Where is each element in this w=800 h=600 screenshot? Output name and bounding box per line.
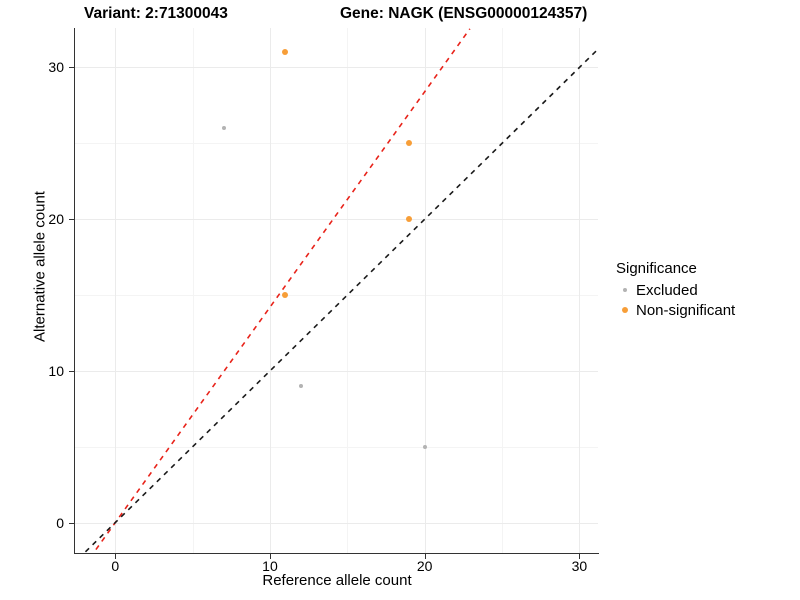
variant-title: Variant: 2:71300043 <box>84 5 228 22</box>
gridline-major-vertical <box>269 28 271 553</box>
y-tick-mark <box>69 219 74 221</box>
chart-title-row: Variant: 2:71300043 Gene: NAGK (ENSG0000… <box>0 2 690 28</box>
x-tick-label: 10 <box>262 558 278 574</box>
data-point <box>282 49 289 56</box>
plot-panel <box>75 28 598 553</box>
y-tick-mark <box>69 370 74 372</box>
gene-title: Gene: NAGK (ENSG00000124357) <box>340 5 588 22</box>
data-point <box>298 384 303 389</box>
gridline-minor-horizontal <box>75 446 598 448</box>
legend-title: Significance <box>616 260 697 277</box>
gridline-minor-horizontal <box>75 143 598 145</box>
legend: Significance Excluded Non-significant <box>616 260 796 320</box>
legend-key <box>616 302 633 319</box>
x-tick-label: 0 <box>111 558 120 574</box>
gridline-minor-horizontal <box>75 295 598 297</box>
gridline-minor-vertical <box>347 28 349 553</box>
x-axis-title: Reference allele count <box>262 572 412 589</box>
x-tick-mark <box>579 554 581 559</box>
y-axis-tick-labels: 0 10 20 30 <box>30 0 64 600</box>
legend-item[interactable]: Excluded <box>616 280 796 300</box>
gridline-major-horizontal <box>75 522 598 524</box>
x-tick-label: 30 <box>571 558 588 574</box>
x-tick-mark <box>424 554 426 559</box>
y-tick-mark <box>69 522 74 524</box>
gridline-minor-vertical <box>192 28 194 553</box>
gridline-major-vertical <box>115 28 117 553</box>
legend-key <box>616 282 633 299</box>
data-point <box>406 140 413 147</box>
y-tick-label: 10 <box>48 362 64 379</box>
allelic-ratio-line <box>95 28 471 551</box>
data-point <box>406 216 413 223</box>
y-tick-label: 0 <box>56 514 64 531</box>
y-axis-line <box>74 28 76 554</box>
x-axis-line <box>74 553 599 555</box>
x-tick-mark <box>269 554 271 559</box>
legend-dot-icon <box>621 307 628 313</box>
gridline-major-vertical <box>424 28 426 553</box>
gridline-major-horizontal <box>75 219 598 221</box>
gridline-major-horizontal <box>75 370 598 372</box>
y-tick-mark <box>69 67 74 69</box>
data-point <box>422 444 427 449</box>
legend-item-label: Non-significant <box>636 301 736 319</box>
data-point <box>282 292 289 299</box>
gridline-major-vertical <box>579 28 581 553</box>
legend-item[interactable]: Non-significant <box>616 300 796 320</box>
reference-lines-layer <box>84 28 598 553</box>
y-tick-label: 30 <box>48 59 64 76</box>
gridline-minor-vertical <box>502 28 504 553</box>
legend-dot-icon <box>622 288 627 292</box>
gridline-major-horizontal <box>75 67 598 69</box>
x-tick-mark <box>115 554 117 559</box>
y-tick-label: 20 <box>48 211 64 228</box>
data-point <box>221 126 226 131</box>
x-tick-label: 20 <box>416 558 433 574</box>
legend-entries: Excluded Non-significant <box>616 280 796 320</box>
identity-line <box>84 48 598 553</box>
legend-item-label: Excluded <box>636 281 698 299</box>
